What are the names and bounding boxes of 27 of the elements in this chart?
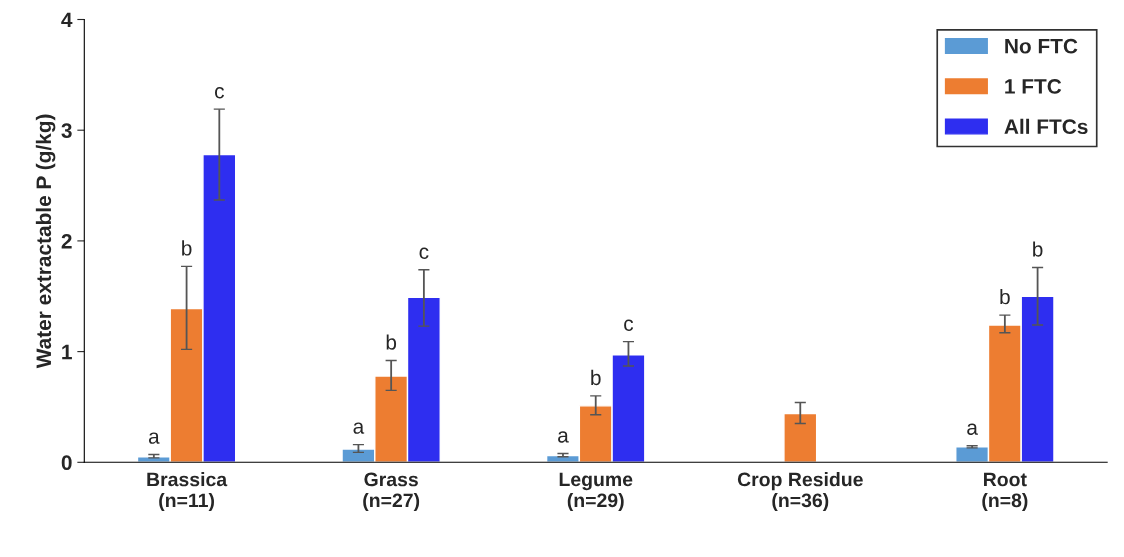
- x-tick-label: Legume (n=29): [559, 472, 633, 512]
- x-tick-label: Crop Residue (n=36): [737, 472, 863, 512]
- data-label: b: [386, 334, 397, 350]
- data-label: b: [591, 369, 601, 386]
- y-tick-label: 4: [61, 12, 73, 28]
- x-tick-label: Root (n=8): [982, 472, 1028, 512]
- data-label: a: [558, 431, 569, 443]
- data-label: c: [214, 86, 224, 99]
- y-tick-label: 2: [61, 233, 72, 249]
- y-axis-title: Water extractable P (g/kg): [35, 114, 56, 369]
- data-label: a: [148, 432, 160, 444]
- bar: [783, 412, 818, 463]
- legend-label: 1 FTC: [1005, 79, 1062, 94]
- legend-label: No FTC: [1005, 38, 1078, 54]
- data-label: b: [182, 240, 192, 256]
- legend-label: All FTCs: [1004, 118, 1088, 135]
- data-label: a: [967, 423, 978, 435]
- data-label: b: [1033, 241, 1043, 257]
- data-label: a: [353, 422, 365, 434]
- y-tick-label: 0: [61, 455, 72, 471]
- x-tick-label: Brassica (n=11): [147, 472, 228, 512]
- data-label: c: [419, 247, 429, 259]
- y-tick-label: 1: [62, 344, 72, 360]
- data-label: b: [1000, 289, 1010, 305]
- x-tick-label: Grass (n=27): [363, 472, 420, 512]
- data-label: c: [624, 319, 634, 331]
- y-tick-label: 3: [61, 123, 72, 138]
